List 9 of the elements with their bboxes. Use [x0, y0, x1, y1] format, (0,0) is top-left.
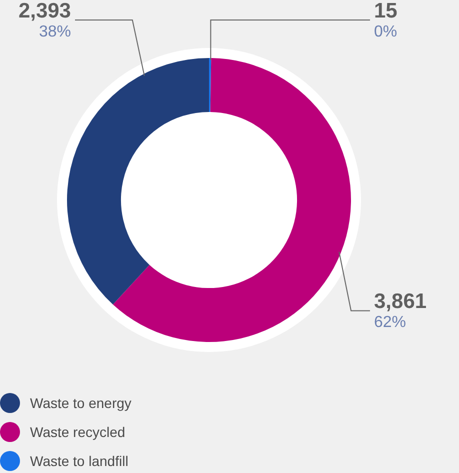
legend-label: Waste recycled	[30, 424, 126, 440]
data-label: 15	[374, 0, 398, 22]
data-label: 3,861	[374, 290, 427, 314]
text: 0%	[374, 23, 398, 40]
text: 38%	[38, 23, 71, 40]
data-label: 2,393	[18, 0, 71, 22]
legend-label: Waste to energy	[30, 395, 132, 411]
text: 62%	[374, 314, 406, 332]
legend-label: Waste to landfill	[30, 453, 128, 469]
